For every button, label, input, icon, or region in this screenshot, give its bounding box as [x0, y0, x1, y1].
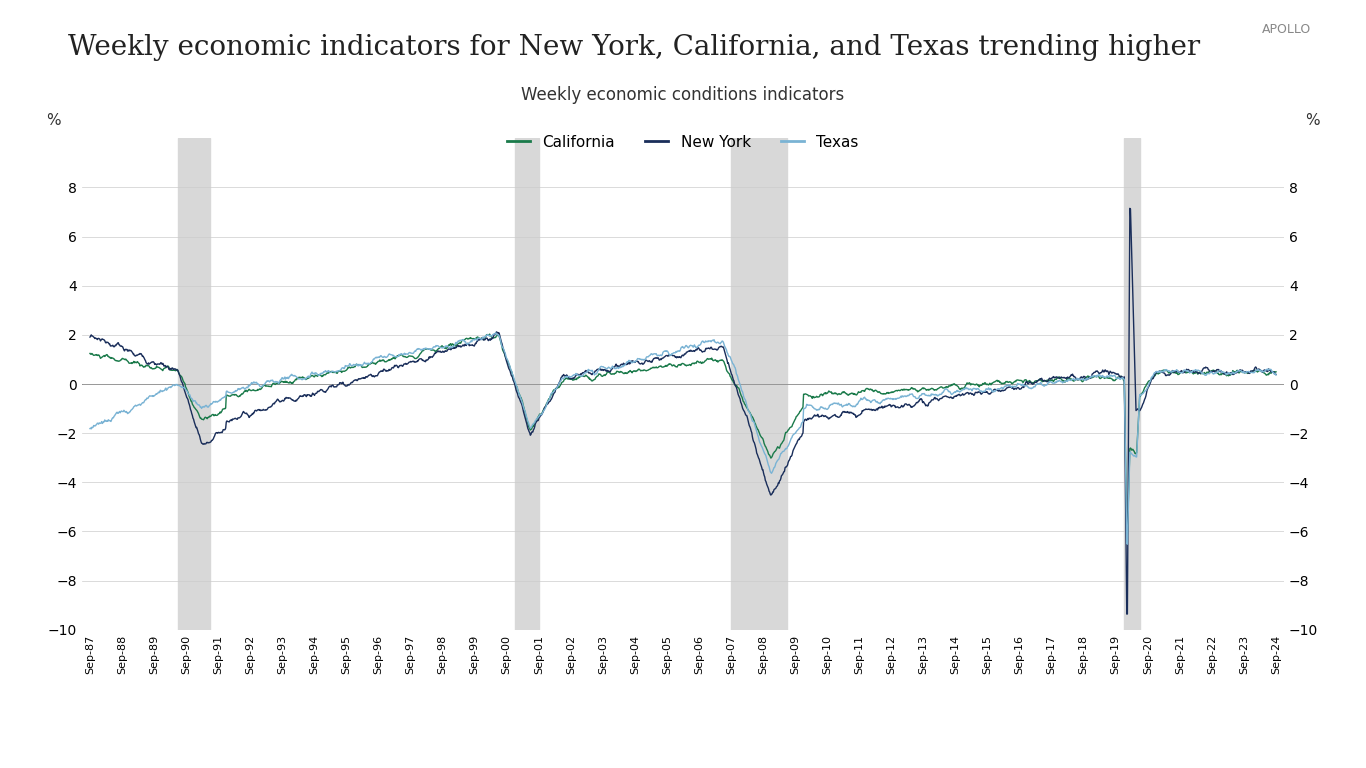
Text: Weekly economic indicators for New York, California, and Texas trending higher: Weekly economic indicators for New York,…	[68, 35, 1201, 61]
New York	[163, 364, 179, 373]
Bar	[1124, 138, 1139, 630]
Texas	[438, 342, 455, 351]
California	[1268, 367, 1284, 376]
Texas	[1268, 370, 1284, 379]
California	[1119, 530, 1135, 539]
Bar	[515, 138, 538, 630]
California	[1229, 366, 1246, 376]
New York	[1119, 610, 1135, 619]
New York	[82, 333, 98, 342]
New York	[1000, 383, 1016, 392]
Texas	[82, 424, 98, 433]
California	[1213, 370, 1229, 379]
Texas	[1119, 540, 1135, 549]
New York	[1213, 366, 1229, 376]
Text: %: %	[1306, 114, 1320, 128]
Texas	[499, 353, 515, 362]
Texas	[1229, 366, 1246, 376]
California	[499, 354, 515, 363]
Text: %: %	[46, 114, 60, 128]
Line: New York: New York	[90, 208, 1276, 614]
Text: APOLLO: APOLLO	[1262, 23, 1311, 36]
New York	[497, 353, 514, 362]
Bar	[731, 138, 787, 630]
California	[82, 349, 98, 358]
California	[481, 329, 497, 339]
New York	[1229, 367, 1246, 376]
Line: Texas: Texas	[90, 333, 1276, 545]
Line: California: California	[90, 334, 1276, 535]
Legend: California, New York, Texas: California, New York, Texas	[501, 129, 865, 156]
New York	[438, 346, 455, 356]
California	[1000, 378, 1016, 387]
New York	[1121, 204, 1138, 213]
California	[163, 366, 179, 375]
Bar	[178, 138, 210, 630]
Texas	[488, 328, 504, 337]
New York	[1268, 370, 1284, 379]
Texas	[1213, 366, 1229, 376]
Text: Weekly economic conditions indicators: Weekly economic conditions indicators	[522, 86, 844, 104]
Texas	[163, 383, 179, 392]
California	[438, 344, 455, 353]
Texas	[1000, 380, 1016, 389]
